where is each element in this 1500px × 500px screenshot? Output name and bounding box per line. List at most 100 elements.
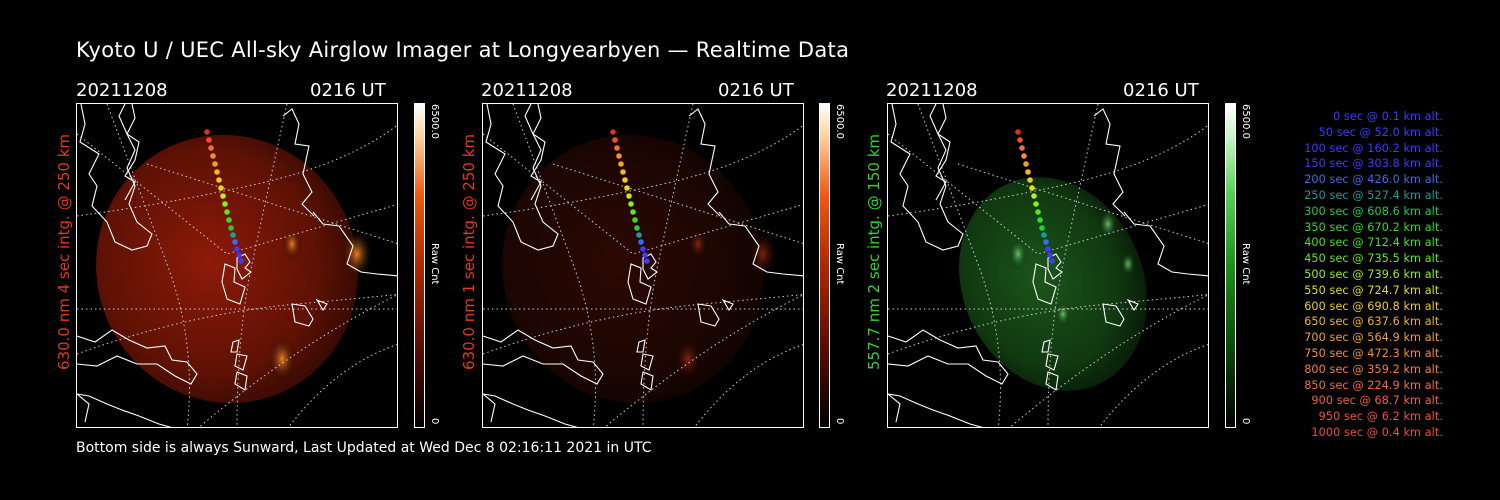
trajectory-point <box>1043 239 1049 245</box>
coastline <box>79 104 153 251</box>
trajectory-point <box>1015 129 1021 135</box>
trajectory-point <box>626 193 632 199</box>
coastline <box>234 353 248 371</box>
coastline <box>721 298 734 312</box>
legend-row: 850 sec @ 224.9 km alt. <box>1304 378 1443 392</box>
legend-row: 350 sec @ 670.2 km alt. <box>1304 220 1443 234</box>
coastline <box>640 353 654 371</box>
trajectory-point <box>220 193 226 199</box>
panel-3-time: 0216 UT <box>1123 80 1199 101</box>
trajectory-point <box>1019 145 1025 151</box>
coastline <box>230 339 240 353</box>
coastline <box>888 329 1009 385</box>
legend-row: 500 sec @ 739.6 km alt. <box>1304 267 1443 281</box>
coastline <box>1102 303 1125 327</box>
panel-3-cbar-max: 6500.0 <box>1240 104 1251 139</box>
legend-row: 950 sec @ 6.2 km alt. <box>1318 410 1443 424</box>
panel-1-side-label: 630.0 nm 4 sec intg. @ 250 km <box>55 133 73 370</box>
trajectory-point <box>234 246 240 252</box>
coastline <box>291 303 314 327</box>
trajectory-point <box>1039 225 1045 231</box>
trajectory-point <box>1017 137 1023 143</box>
coastline <box>697 303 720 327</box>
panel-3-colorbar <box>1225 103 1236 428</box>
grid-line <box>1047 104 1099 427</box>
trajectory-point <box>638 239 644 245</box>
trajectory-point <box>634 225 640 231</box>
airglow-bright-spot <box>268 336 296 382</box>
map-canvas <box>888 104 1208 427</box>
trajectory-point <box>636 232 642 238</box>
panel-2-map <box>482 103 804 428</box>
legend-row: 200 sec @ 426.0 km alt. <box>1304 173 1443 187</box>
panel-1-map <box>76 103 398 428</box>
panel-2-side-label: 630.0 nm 1 sec intg. @ 250 km <box>460 133 478 370</box>
page-title: Kyoto U / UEC All-sky Airglow Imager at … <box>76 38 850 62</box>
coastline <box>483 393 578 427</box>
trajectory-point <box>208 145 214 151</box>
legend-row: 0 sec @ 0.1 km alt. <box>1333 110 1443 123</box>
trajectory-point <box>1027 177 1033 183</box>
trajectory-point <box>1031 193 1037 199</box>
grid-line <box>693 344 803 427</box>
map-canvas <box>77 104 397 427</box>
grid-line <box>483 133 803 255</box>
legend-row: 150 sec @ 303.8 km alt. <box>1304 157 1443 171</box>
grid-line <box>198 294 397 427</box>
trajectory-point <box>228 225 234 231</box>
trajectory-point <box>216 177 222 183</box>
trajectory-point <box>218 185 224 191</box>
trajectory-point <box>1041 232 1047 238</box>
legend-row: 100 sec @ 160.2 km alt. <box>1304 141 1443 155</box>
coastline <box>688 108 721 217</box>
coastline <box>627 263 652 305</box>
legend-row: 700 sec @ 564.9 km alt. <box>1304 331 1443 345</box>
legend-row: 450 sec @ 735.5 km alt. <box>1304 252 1443 266</box>
coastline <box>1045 353 1059 371</box>
grid-line <box>642 104 694 427</box>
grid-line <box>604 294 803 427</box>
trajectory-point <box>224 209 230 215</box>
panel-1-cbar-max: 6500.0 <box>429 104 440 139</box>
trajectory-point <box>1025 169 1031 175</box>
panel-2-cbar-name: Raw Cnt <box>834 243 845 285</box>
coastline <box>1045 371 1059 391</box>
coastline <box>124 104 140 201</box>
trajectory-point <box>238 258 244 264</box>
coastline <box>1047 253 1063 280</box>
trajectory-point <box>644 258 650 264</box>
legend-row: 50 sec @ 52.0 km alt. <box>1318 125 1443 139</box>
trajectory-point <box>212 161 218 167</box>
trajectory-point <box>628 201 634 207</box>
coastline <box>282 108 315 217</box>
coastline <box>1032 263 1057 305</box>
trajectory-point <box>210 153 216 159</box>
coastline <box>1126 298 1139 312</box>
legend-row: 300 sec @ 608.6 km alt. <box>1304 204 1443 218</box>
airglow-bright-spot <box>1055 301 1071 327</box>
panel-2-date: 20211208 <box>481 80 573 101</box>
trajectory-point <box>236 252 242 258</box>
grid-line <box>287 344 397 427</box>
coastline <box>636 339 646 353</box>
trajectory-point <box>1021 153 1027 159</box>
legend-row: 750 sec @ 472.3 km alt. <box>1304 346 1443 360</box>
coastline <box>483 329 604 385</box>
trajectory-point <box>632 217 638 223</box>
legend-row: 900 sec @ 68.7 km alt. <box>1311 394 1443 408</box>
trajectory-point <box>1029 185 1035 191</box>
airglow-bright-spot <box>674 336 702 382</box>
panel-1-cbar-name: Raw Cnt <box>429 243 440 285</box>
trajectory-point <box>640 246 646 252</box>
coastline <box>221 263 246 305</box>
coastline <box>77 393 90 423</box>
coastline <box>77 393 172 427</box>
panel-2-cbar-min: 0 <box>834 418 845 425</box>
coastline <box>77 329 198 385</box>
trajectory-point <box>1033 201 1039 207</box>
coastline <box>640 371 654 391</box>
coastline <box>483 393 496 423</box>
panel-3-cbar-name: Raw Cnt <box>1240 243 1251 285</box>
trajectory-point <box>1047 252 1053 258</box>
trajectory-point <box>610 129 616 135</box>
